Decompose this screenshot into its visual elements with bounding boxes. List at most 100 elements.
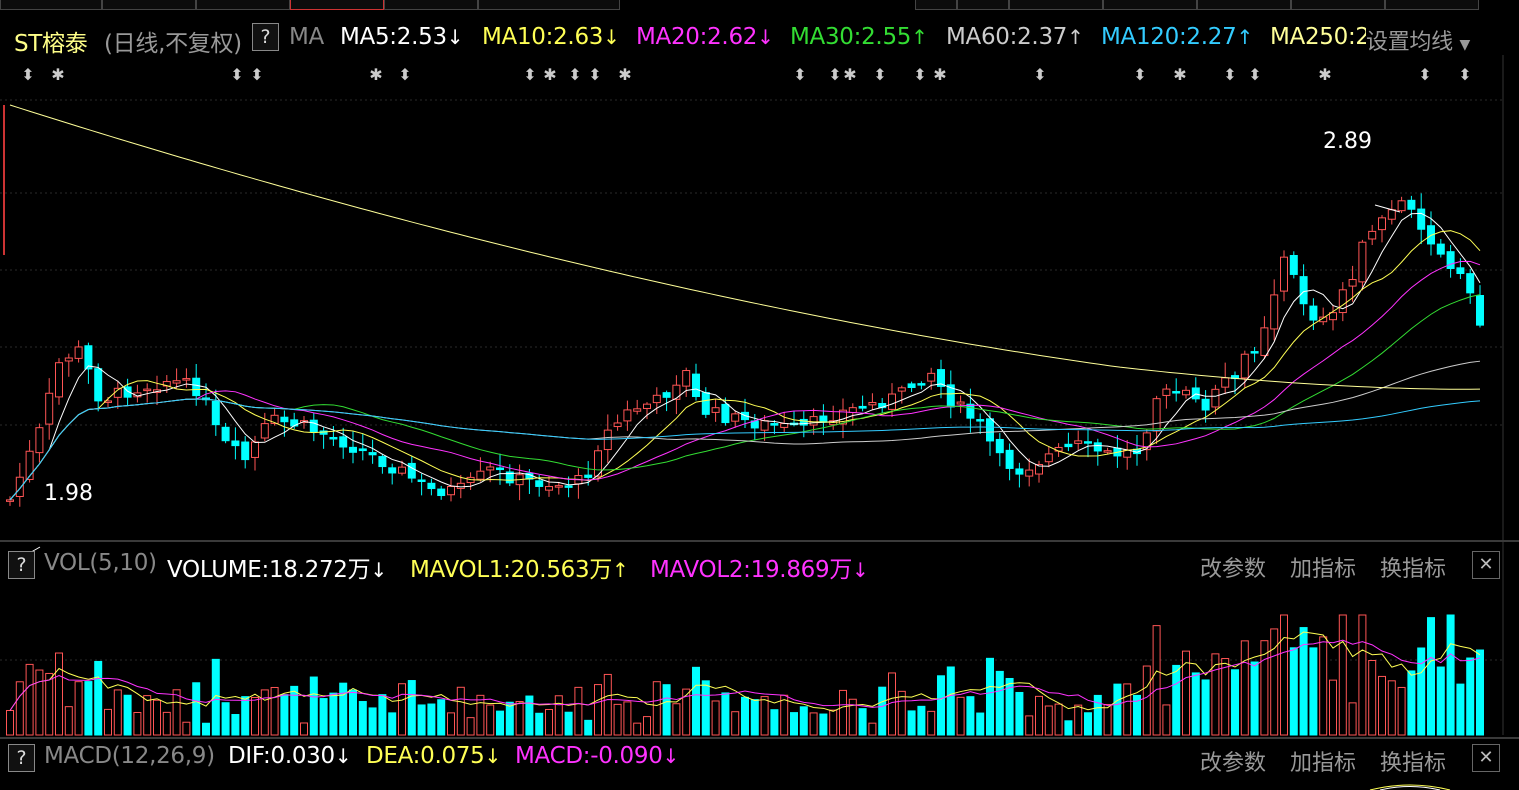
volume-bar — [417, 704, 426, 736]
event-marker-icon: ⬍ — [568, 65, 581, 84]
candle-body — [927, 372, 936, 382]
candle-body — [839, 409, 847, 425]
event-marker-icon: ⬍ — [1133, 65, 1146, 84]
candle-body — [1015, 468, 1024, 475]
candle-body — [6, 499, 14, 502]
volume-bar — [946, 666, 955, 736]
candle-body — [897, 387, 906, 392]
ma5-value: MA5:2.53↓ — [340, 24, 464, 50]
kline-chart-area[interactable]: ⬍ ✱ ⬍ ⬍ ✱ ⬍ ⬍ ✱ ⬍ ⬍ ✱ ⬍ ⬍ ✱ ⬍ ⬍ ✱ ⬍ ⬍ ✱ ⬍ ⬍ ✱ ⬍ ⬍ 2.891.98 — [0, 55, 1519, 790]
volume-bar — [6, 709, 14, 736]
vol-change-params-button[interactable]: 改参数 — [1200, 557, 1267, 582]
macd-switch-indicator-button[interactable]: 换指标 — [1380, 751, 1447, 776]
volume-ma-lines — [9, 631, 1481, 712]
macd-help-button[interactable]: ? — [8, 744, 35, 772]
macd-title[interactable]: MACD(12,26,9) — [44, 743, 215, 769]
tab-7[interactable] — [915, 0, 957, 10]
candle-body — [447, 486, 455, 496]
event-markers: ⬍ ✱ ⬍ ⬍ ✱ ⬍ ⬍ ✱ ⬍ ⬍ ✱ ⬍ ⬍ ✱ ⬍ ⬍ ✱ ⬍ ⬍ ✱ ⬍ ⬍ ✱ ⬍ ⬍ — [21, 65, 1471, 84]
macd-change-params-button[interactable]: 改参数 — [1200, 751, 1267, 776]
volume-bar — [270, 686, 279, 736]
candle-body — [545, 486, 553, 491]
volume-bar — [1260, 640, 1269, 736]
volume-bar — [35, 669, 44, 736]
volume-bar — [1280, 614, 1288, 736]
ma120-line — [9, 398, 1481, 501]
volume-bar — [339, 682, 348, 736]
candle-body — [662, 392, 671, 398]
candle-body — [584, 474, 593, 478]
volume-bar — [1289, 647, 1298, 736]
vol-title[interactable]: VOL(5,10) — [44, 550, 157, 576]
tab-1[interactable] — [0, 0, 102, 10]
event-marker-icon: ⬍ — [913, 65, 926, 84]
candle-body — [1368, 230, 1377, 240]
event-marker-icon: ⬍ — [1248, 65, 1261, 84]
candle-body — [378, 456, 387, 468]
vol-close-icon[interactable]: ✕ — [1472, 551, 1500, 579]
tab-2[interactable] — [102, 0, 196, 10]
candle-body — [1436, 243, 1445, 255]
candle-body — [770, 423, 779, 426]
ma-label[interactable]: MA — [289, 24, 324, 50]
volume-bar — [104, 708, 112, 736]
settings-ma-button[interactable]: 设置均线 ▼ — [1366, 30, 1470, 55]
candle-body — [633, 408, 642, 412]
candle-body — [995, 438, 1004, 454]
volume-bar — [1025, 715, 1034, 736]
candle-body — [143, 388, 152, 392]
volume-bar — [515, 701, 524, 736]
event-marker-icon: ⬍ — [1223, 65, 1236, 84]
vol-help-button[interactable]: ? — [8, 551, 35, 579]
candle-body — [1005, 449, 1014, 469]
candle-body — [35, 427, 44, 454]
main-chart-header: ST榕泰 (日线,不复权) ? MA MA5:2.53↓ MA10:2.63↓ … — [0, 18, 1519, 58]
candle-body — [888, 393, 896, 410]
tab-12[interactable] — [1291, 0, 1385, 10]
volume-bar — [1064, 720, 1073, 736]
volume-bar — [476, 694, 485, 736]
candle-body — [643, 403, 651, 409]
volume-bar — [1005, 677, 1014, 736]
candle-body — [1329, 312, 1337, 321]
macd-close-icon[interactable]: ✕ — [1472, 744, 1500, 772]
tab-10[interactable] — [1103, 0, 1197, 10]
tab-3[interactable] — [196, 0, 290, 10]
event-marker-icon: ✱ — [369, 65, 382, 84]
candle-body — [1456, 267, 1465, 275]
tab-11[interactable] — [1197, 0, 1291, 10]
volume-bar — [349, 689, 357, 736]
vol-add-indicator-button[interactable]: 加指标 — [1290, 557, 1357, 582]
tab-9[interactable] — [1009, 0, 1103, 10]
candle-body — [192, 377, 201, 397]
help-button[interactable]: ? — [252, 23, 279, 51]
volume-bar — [956, 696, 965, 736]
event-marker-icon: ⬍ — [398, 65, 411, 84]
volume-bar — [643, 716, 651, 736]
volume-bar — [1044, 705, 1053, 736]
ma30-value: MA30:2.55↑ — [790, 24, 928, 50]
tab-8[interactable] — [957, 0, 1009, 10]
volume-bar — [917, 705, 926, 736]
volume-bar — [574, 686, 583, 736]
tab-4-selected[interactable] — [290, 0, 384, 10]
macd-add-indicator-button[interactable]: 加指标 — [1290, 751, 1357, 776]
candle-body — [721, 403, 730, 424]
volume-bar — [741, 696, 749, 736]
macd-value: MACD:-0.090↓ — [515, 743, 680, 769]
volume-bar — [799, 706, 808, 736]
volume-bar — [682, 688, 691, 736]
volume-bar — [241, 696, 250, 736]
volume-bar — [564, 711, 573, 736]
candle-body — [358, 448, 367, 452]
tab-6[interactable] — [478, 0, 620, 10]
volume-bar — [358, 701, 367, 736]
vol-switch-indicator-button[interactable]: 换指标 — [1380, 557, 1447, 582]
candle-body — [45, 392, 54, 425]
volume-bar — [25, 663, 34, 736]
volume-bar — [1074, 704, 1083, 736]
event-marker-icon: ✱ — [1318, 65, 1331, 84]
tab-13[interactable] — [1385, 0, 1479, 10]
tab-5[interactable] — [384, 0, 478, 10]
candle-body — [25, 450, 34, 480]
